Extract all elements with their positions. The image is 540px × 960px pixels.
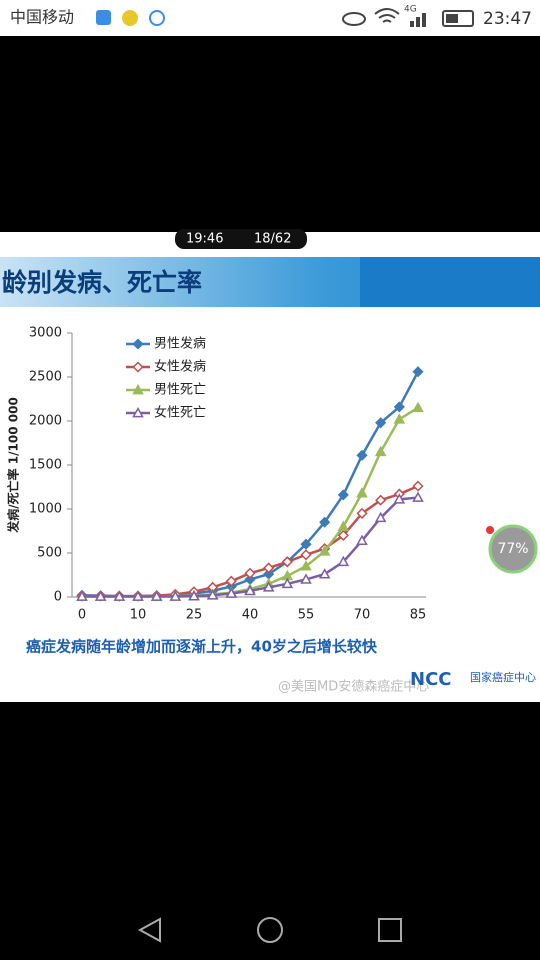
- legend-label: 男性发病: [154, 336, 206, 352]
- player-clock: 19:46: [186, 232, 223, 247]
- y-tick-label: 3000: [29, 326, 62, 341]
- banner-block: [360, 257, 540, 307]
- y-tick-label: 1000: [29, 502, 62, 517]
- clock: 23:47: [483, 9, 532, 29]
- data-point: [412, 401, 424, 413]
- wifi-icon: [374, 8, 400, 23]
- battery: [442, 10, 474, 27]
- data-point: [263, 562, 275, 574]
- y-axis-label: 发病/死亡率 1/100 000: [6, 397, 21, 534]
- data-point: [337, 520, 350, 531]
- data-point: [412, 480, 424, 492]
- data-point: [319, 516, 331, 528]
- record-dot: [486, 526, 494, 534]
- data-point: [94, 590, 107, 601]
- recents-button[interactable]: [378, 918, 402, 942]
- data-point: [300, 560, 312, 571]
- logo-text: 国家癌症中心: [470, 670, 536, 684]
- data-point: [375, 417, 387, 429]
- x-tick-label: 10: [130, 608, 147, 623]
- data-point: [132, 590, 144, 601]
- app-icon: [122, 10, 138, 26]
- data-point: [225, 587, 238, 598]
- data-point: [300, 549, 312, 561]
- data-point: [225, 575, 237, 587]
- battery-level: [446, 14, 458, 23]
- watermark: @美国MD安德森癌症中心: [278, 679, 429, 695]
- data-point: [281, 556, 293, 568]
- slide: [0, 232, 540, 702]
- caption: 癌症发病随年龄增加而逐渐上升，40岁之后增长较快: [26, 638, 378, 656]
- eye-icon: [342, 12, 366, 26]
- data-point: [300, 573, 312, 584]
- back-button[interactable]: [137, 917, 161, 943]
- data-point: [300, 538, 312, 550]
- legend-marker: [132, 383, 144, 395]
- y-tick-label: 2500: [29, 370, 62, 385]
- status-bar: [0, 0, 540, 36]
- progress-ring[interactable]: [488, 524, 538, 574]
- network: 4G: [404, 5, 417, 15]
- progress-text: 77%: [497, 541, 528, 557]
- signal-icon: [410, 13, 426, 27]
- data-point: [281, 577, 294, 589]
- player-badge: [175, 229, 307, 249]
- data-point: [150, 590, 163, 601]
- data-point: [262, 581, 275, 592]
- data-point: [393, 413, 406, 424]
- app-icon: [96, 10, 111, 25]
- data-point: [393, 493, 406, 504]
- x-tick-label: 25: [186, 608, 203, 623]
- legend-marker: [132, 361, 144, 373]
- data-point: [393, 401, 405, 413]
- data-point: [318, 568, 331, 579]
- data-point: [318, 545, 331, 556]
- app-icon: [149, 10, 165, 26]
- legend-marker: [132, 406, 144, 418]
- legend-label: 女性发病: [154, 359, 206, 375]
- data-point: [374, 511, 387, 523]
- data-point: [169, 590, 182, 601]
- y-tick-label: 1500: [29, 458, 62, 473]
- data-point: [206, 589, 219, 600]
- player-page: 18/62: [254, 232, 291, 247]
- y-tick-label: 0: [54, 590, 62, 605]
- x-tick-label: 55: [298, 608, 315, 623]
- data-point: [337, 529, 349, 541]
- data-point: [244, 584, 256, 596]
- chart: 0 500 1000 1500 2000 2500 3000 0 10 25 40 55 70 85 发病/…: [6, 326, 427, 623]
- data-point: [356, 449, 368, 461]
- x-tick-label: 40: [242, 608, 259, 623]
- x-tick-label: 85: [410, 608, 427, 623]
- legend-marker: [132, 338, 144, 350]
- data-point: [337, 555, 350, 567]
- data-point: [375, 494, 387, 506]
- home-button[interactable]: [257, 917, 283, 943]
- legend-label: 男性死亡: [154, 383, 206, 398]
- y-tick-label: 500: [37, 546, 62, 561]
- data-point: [412, 491, 424, 502]
- data-point: [356, 487, 368, 498]
- legend-label: 女性死亡: [154, 405, 206, 421]
- data-point: [337, 489, 349, 501]
- data-point: [76, 590, 88, 601]
- logo: NCC: [410, 669, 451, 690]
- data-point: [374, 445, 387, 457]
- x-tick-label: 0: [78, 608, 86, 623]
- data-point: [244, 567, 256, 579]
- carrier: 中国移动: [10, 8, 74, 27]
- data-point: [188, 590, 200, 601]
- x-tick-label: 70: [354, 608, 371, 623]
- data-point: [113, 590, 126, 601]
- banner-title: 龄别发病、死亡率: [2, 268, 202, 297]
- data-point: [412, 366, 424, 378]
- y-tick-label: 2000: [29, 414, 62, 429]
- data-point: [356, 534, 368, 546]
- data-point: [356, 507, 368, 519]
